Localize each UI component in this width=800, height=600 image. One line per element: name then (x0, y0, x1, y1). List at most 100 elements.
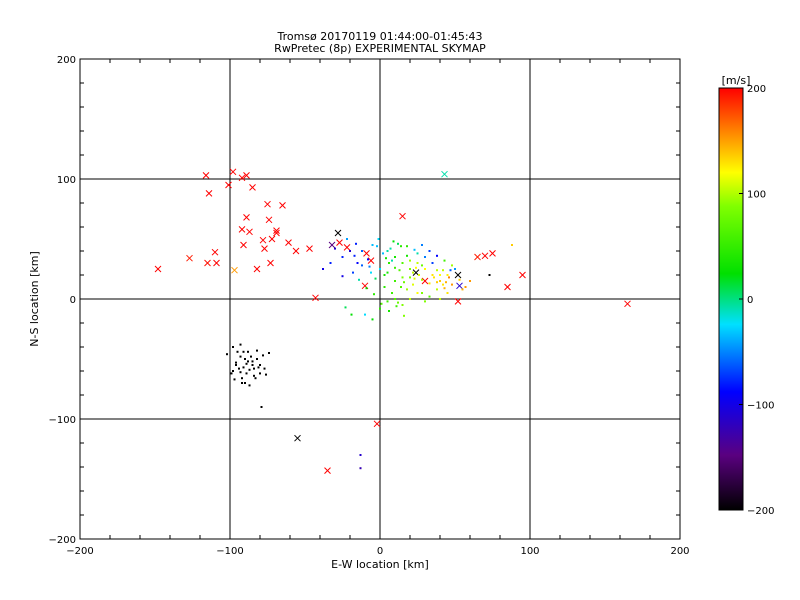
scatter-dot-point (461, 288, 464, 291)
scatter-dot-point (394, 298, 396, 300)
scatter-dot-point (424, 268, 426, 270)
scatter-dot-point (436, 254, 438, 257)
cross-stroke (229, 168, 237, 176)
scatter-dot-point (406, 254, 408, 257)
cross-stroke (373, 420, 381, 428)
scatter-cross-point (213, 259, 220, 267)
colorbar-tick-label: 100 (747, 190, 766, 201)
scatter-dot-point (376, 245, 378, 248)
cross-stroke (481, 252, 489, 260)
scatter-dot-point (397, 242, 399, 245)
scatter-dot-point (253, 374, 255, 377)
scatter-cross-point (456, 282, 463, 290)
scatter-dot-point (454, 268, 456, 270)
scatter-dot-point (361, 264, 363, 267)
scatter-dot-point (421, 244, 423, 246)
scatter-cross-point (273, 227, 280, 234)
cross-stroke (399, 212, 406, 220)
cross-stroke (334, 229, 342, 237)
scatter-dot-point (416, 252, 419, 255)
scatter-dot-point (386, 271, 389, 274)
cross-stroke (246, 228, 253, 236)
scatter-dot-point (413, 248, 416, 251)
cross-stroke (454, 298, 462, 305)
scatter-dot-point (391, 259, 393, 262)
scatter-dot-point (235, 364, 237, 366)
scatter-dot-point (259, 364, 261, 366)
scatter-dot-point (341, 256, 344, 258)
scatter-dot-point (355, 242, 357, 245)
cross-stroke (268, 235, 276, 243)
scatter-dot-point (379, 307, 381, 310)
cross-stroke (231, 266, 238, 274)
scatter-dot-point (431, 274, 434, 276)
scatter-cross-point (238, 174, 246, 182)
scatter-dot-point (403, 281, 405, 284)
scatter-dot-point (421, 264, 423, 267)
scatter-dot-point (391, 292, 393, 294)
scatter-dot-point (451, 264, 453, 267)
scatter-dot-point (445, 281, 447, 284)
scatter-cross-point (324, 467, 331, 474)
cross-stroke (213, 259, 220, 267)
scatter-dot-point (353, 254, 356, 257)
y-tick-label: 100 (57, 175, 76, 186)
scatter-dot-point (245, 362, 248, 365)
scatter-dot-point (359, 454, 362, 456)
scatter-cross-point (225, 181, 232, 189)
scatter-dot-point (418, 274, 420, 276)
scatter-dot-point (236, 350, 239, 353)
scatter-dot-point (448, 276, 450, 279)
colorbar-label: [m/s] (722, 74, 751, 87)
scatter-dot-point (400, 286, 402, 288)
scatter-dot-point (241, 377, 243, 380)
scatter-dot-point (386, 250, 389, 252)
colorbar-tick-label: −200 (747, 506, 774, 517)
scatter-cross-point (312, 294, 319, 302)
gridlines (80, 59, 680, 539)
cross-stroke (243, 172, 250, 179)
scatter-dot-point (409, 268, 411, 270)
scatter-dot-point (247, 360, 249, 363)
scatter-cross-point (481, 252, 489, 260)
scatter-dot-point (416, 292, 419, 294)
scatter-dot-point (439, 280, 441, 282)
scatter-dot-point (239, 371, 242, 374)
cross-stroke (312, 294, 319, 302)
scatter-cross-point (363, 250, 370, 257)
scatter-dot-point (433, 276, 435, 279)
cross-stroke (154, 265, 162, 273)
scatter-cross-point (454, 271, 462, 279)
scatter-dot-point (361, 250, 363, 252)
scatter-dot-point (397, 301, 399, 304)
scatter-dot-point (389, 247, 392, 250)
scatter-dot-point (394, 256, 396, 258)
scatter-cross-point (334, 229, 342, 237)
cross-stroke (204, 259, 211, 267)
scatter-dot-point (383, 274, 386, 276)
cross-stroke (363, 250, 370, 257)
plot-area: −200 −100 0 100 200 −200 −100 0 100 200 (49, 55, 690, 557)
scatter-cross-point (454, 298, 462, 305)
scatter-dot-point (446, 274, 449, 276)
scatter-dot-point (394, 280, 396, 282)
y-tick-label: −200 (49, 535, 76, 546)
scatter-dot-point (329, 262, 332, 264)
scatter-dot-point (439, 274, 441, 276)
scatter-cross-point (186, 254, 193, 262)
scatter-cross-point (489, 250, 496, 257)
chart-title: Tromsø 20170119 01:44:00-01:45:43 (276, 30, 482, 43)
scatter-dot-point (256, 358, 258, 360)
y-axis-label: N-S location [km] (28, 251, 41, 347)
cross-stroke (624, 300, 631, 308)
scatter-dot-point (349, 250, 351, 252)
scatter-cross-point (253, 265, 261, 273)
x-tick-label: 0 (377, 546, 383, 557)
cross-stroke (441, 170, 448, 178)
scatter-dot-point (436, 288, 438, 291)
chart-subtitle: RwPretec (8p) EXPERIMENTAL SKYMAP (274, 42, 486, 55)
scatter-dot-point (443, 287, 446, 290)
cross-stroke (489, 250, 496, 257)
scatter-cross-point (243, 172, 250, 179)
